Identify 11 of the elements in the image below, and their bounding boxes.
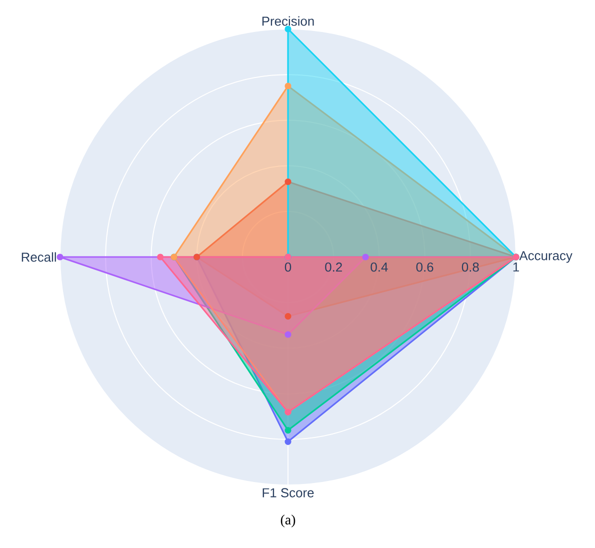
y-tick-label: 1	[513, 262, 519, 272]
spoke-label: F1 Score	[262, 488, 314, 498]
y-tick-label: 0.2	[325, 262, 342, 272]
spoke-label: Recall	[22, 252, 56, 262]
text: (a)	[280, 514, 296, 528]
y-tick-label: 0.4	[370, 262, 388, 272]
y-tick-label: 0.6	[416, 262, 434, 272]
y-tick-label: 0	[284, 262, 292, 272]
spoke-label: Precision	[262, 16, 314, 26]
y-tick-label: 0.8	[462, 262, 479, 272]
spoke-label: Accuracy	[519, 251, 572, 263]
